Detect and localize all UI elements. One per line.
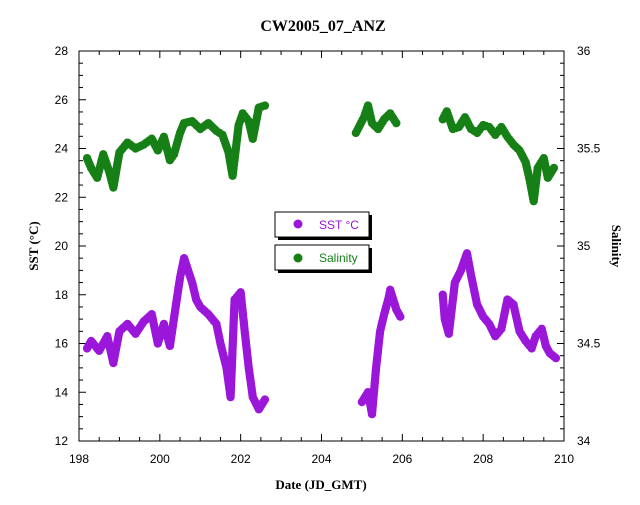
y-right-tick-label: 34.5: [577, 337, 601, 351]
chart-title: CW2005_07_ANZ: [260, 18, 385, 35]
y-right-tick-label: 35: [577, 239, 591, 253]
y-axis-right: 34 34.5 35 35.5 36: [557, 44, 601, 448]
y-left-tick-label: 16: [55, 337, 69, 351]
x-axis-label: Date (JD_GMT): [275, 477, 366, 492]
series-salinity: [82, 101, 559, 206]
x-tick-label: 200: [150, 452, 170, 466]
y-axis-left-label: SST (°C): [26, 221, 41, 270]
y-axis-right-label: Salinity: [609, 225, 624, 268]
data-point: [260, 101, 270, 110]
legend-marker-salinity: [293, 253, 303, 263]
y-left-tick-label: 12: [55, 434, 69, 448]
x-tick-label: 210: [554, 452, 574, 466]
data-point: [392, 118, 401, 128]
y-left-tick-label: 24: [55, 142, 69, 156]
series-layer: [82, 101, 561, 419]
legend-marker-sst: [293, 219, 303, 229]
y-right-tick-label: 36: [577, 44, 591, 58]
legend-label-salinity: Salinity: [319, 251, 358, 265]
legend-label-sst: SST °C: [319, 218, 359, 232]
x-tick-label: 206: [392, 452, 412, 466]
x-axis: 198 200 202 204 206 208 210: [69, 51, 574, 466]
y-right-tick-label: 35.5: [577, 142, 601, 156]
y-left-tick-label: 18: [55, 288, 69, 302]
y-left-tick-label: 14: [55, 385, 69, 399]
data-point: [260, 395, 270, 404]
data-point: [549, 163, 559, 173]
data-point: [396, 312, 405, 321]
x-tick-label: 204: [311, 452, 331, 466]
legend: SST °C Salinity: [274, 211, 372, 273]
y-right-tick-label: 34: [577, 434, 591, 448]
legend-item-salinity: Salinity: [274, 244, 372, 273]
y-left-tick-label: 20: [55, 239, 69, 253]
data-point: [551, 353, 561, 363]
x-tick-label: 198: [69, 452, 89, 466]
y-axis-left: 12 14 16 18 20 22 24 26 28: [55, 44, 86, 448]
y-left-tick-label: 26: [55, 93, 69, 107]
legend-item-sst: SST °C: [274, 211, 372, 240]
y-left-tick-label: 28: [55, 44, 69, 58]
y-left-tick-label: 22: [55, 190, 69, 204]
series-sst: [82, 249, 561, 419]
x-tick-label: 208: [473, 452, 493, 466]
x-tick-label: 202: [231, 452, 251, 466]
